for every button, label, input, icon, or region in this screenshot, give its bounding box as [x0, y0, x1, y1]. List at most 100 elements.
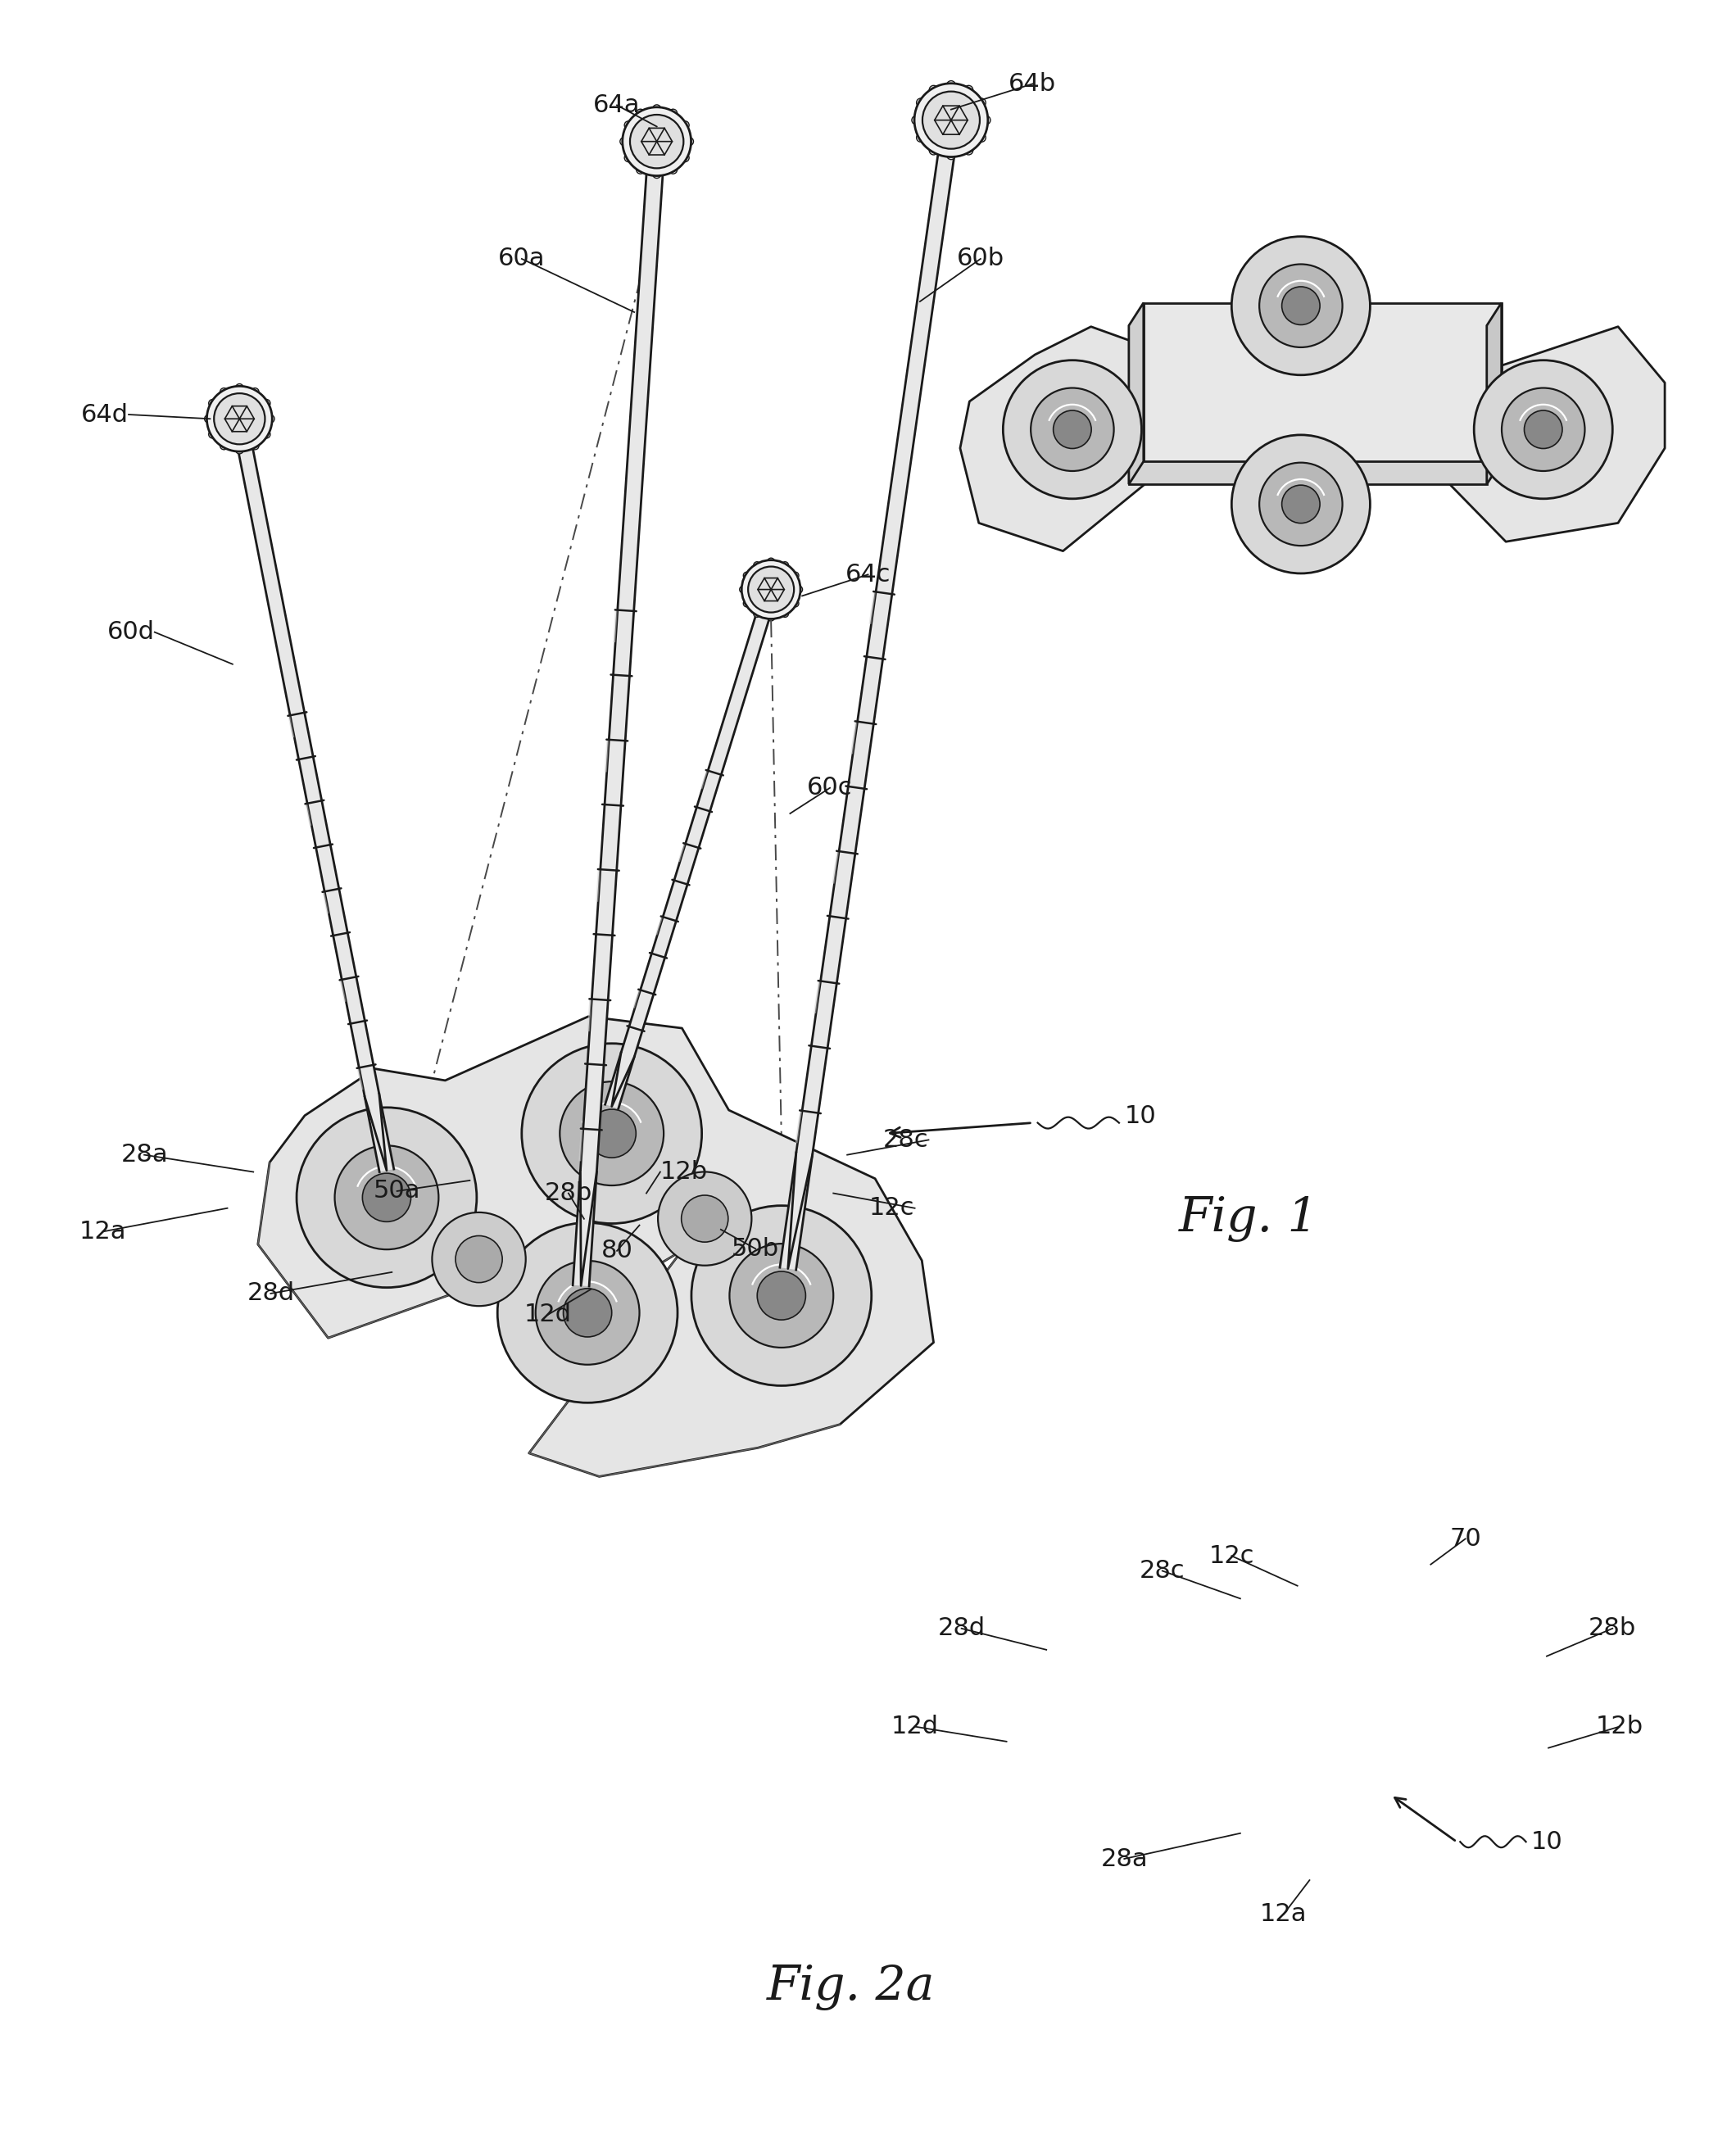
Circle shape — [686, 137, 693, 145]
Polygon shape — [1486, 304, 1502, 483]
Polygon shape — [1128, 304, 1144, 483]
Circle shape — [208, 400, 217, 406]
Circle shape — [981, 116, 991, 124]
Text: 12d: 12d — [524, 1303, 571, 1326]
Circle shape — [781, 563, 788, 569]
Text: 28b: 28b — [545, 1181, 592, 1204]
Circle shape — [262, 430, 271, 438]
Text: 60a: 60a — [498, 246, 545, 272]
Circle shape — [729, 1243, 833, 1348]
Circle shape — [1054, 411, 1092, 449]
Circle shape — [977, 98, 986, 107]
Polygon shape — [238, 449, 394, 1172]
Circle shape — [1524, 411, 1562, 449]
Circle shape — [252, 443, 259, 449]
Text: 28c: 28c — [884, 1127, 929, 1151]
Polygon shape — [578, 1129, 583, 1161]
Circle shape — [946, 150, 955, 160]
Polygon shape — [288, 714, 295, 738]
Circle shape — [963, 145, 972, 154]
Text: 80: 80 — [601, 1238, 634, 1262]
Polygon shape — [595, 868, 601, 903]
Polygon shape — [795, 1110, 802, 1142]
Polygon shape — [832, 851, 838, 883]
Text: 50b: 50b — [731, 1236, 779, 1260]
Text: 70: 70 — [1450, 1527, 1481, 1551]
Circle shape — [757, 1271, 806, 1320]
Text: Fig. 1: Fig. 1 — [1179, 1196, 1319, 1243]
Circle shape — [363, 1174, 411, 1221]
Circle shape — [1031, 387, 1115, 471]
Circle shape — [917, 133, 925, 141]
Text: 60c: 60c — [807, 776, 852, 800]
Circle shape — [767, 614, 774, 620]
Polygon shape — [358, 1067, 363, 1091]
Circle shape — [236, 445, 243, 453]
Text: 28d: 28d — [937, 1617, 986, 1641]
Text: 28a: 28a — [1101, 1846, 1147, 1872]
Polygon shape — [814, 980, 821, 1014]
Circle shape — [653, 105, 661, 113]
Text: 12c: 12c — [870, 1196, 915, 1219]
Circle shape — [214, 394, 266, 445]
Circle shape — [915, 83, 988, 156]
Circle shape — [498, 1224, 677, 1403]
Circle shape — [977, 133, 986, 141]
Circle shape — [668, 165, 677, 173]
Text: 12a: 12a — [1260, 1902, 1307, 1927]
Polygon shape — [259, 1016, 934, 1476]
Circle shape — [1474, 359, 1613, 498]
Circle shape — [691, 1206, 871, 1386]
Polygon shape — [323, 892, 328, 913]
Circle shape — [205, 415, 212, 424]
Circle shape — [267, 415, 274, 424]
Circle shape — [623, 107, 691, 175]
Text: 10: 10 — [1125, 1104, 1156, 1127]
Polygon shape — [677, 843, 686, 862]
Circle shape — [681, 122, 689, 128]
Text: 12d: 12d — [891, 1715, 939, 1739]
Text: 60b: 60b — [957, 246, 1005, 272]
Text: 28c: 28c — [1139, 1559, 1186, 1583]
Circle shape — [587, 1110, 635, 1157]
Circle shape — [297, 1108, 477, 1288]
Circle shape — [792, 571, 799, 580]
Text: 50a: 50a — [373, 1179, 420, 1202]
Circle shape — [1281, 486, 1319, 524]
Circle shape — [681, 1196, 727, 1243]
Circle shape — [1259, 462, 1342, 545]
Circle shape — [620, 137, 628, 145]
Text: 12a: 12a — [80, 1219, 127, 1243]
Circle shape — [432, 1213, 526, 1307]
Polygon shape — [365, 1093, 387, 1170]
Polygon shape — [340, 980, 345, 1001]
Circle shape — [637, 109, 644, 118]
Circle shape — [335, 1147, 439, 1249]
Polygon shape — [1128, 325, 1486, 483]
Polygon shape — [868, 593, 877, 625]
Text: 10: 10 — [1531, 1829, 1562, 1855]
Circle shape — [740, 586, 746, 593]
Circle shape — [1231, 237, 1370, 374]
Circle shape — [922, 92, 979, 150]
Circle shape — [559, 1082, 663, 1185]
Circle shape — [743, 571, 750, 580]
Circle shape — [653, 169, 661, 178]
Text: 64c: 64c — [845, 563, 891, 586]
Circle shape — [929, 86, 937, 94]
Circle shape — [743, 599, 750, 607]
Text: 28d: 28d — [247, 1281, 295, 1305]
Circle shape — [630, 116, 684, 169]
Circle shape — [236, 383, 243, 391]
Text: 12b: 12b — [660, 1159, 708, 1183]
Circle shape — [1281, 287, 1319, 325]
Circle shape — [658, 1172, 752, 1266]
Circle shape — [523, 1044, 701, 1224]
Circle shape — [220, 387, 227, 396]
Circle shape — [911, 116, 920, 124]
Polygon shape — [779, 156, 955, 1271]
Circle shape — [781, 610, 788, 618]
Circle shape — [795, 586, 802, 593]
Text: 60d: 60d — [108, 620, 155, 644]
Circle shape — [1502, 387, 1585, 471]
